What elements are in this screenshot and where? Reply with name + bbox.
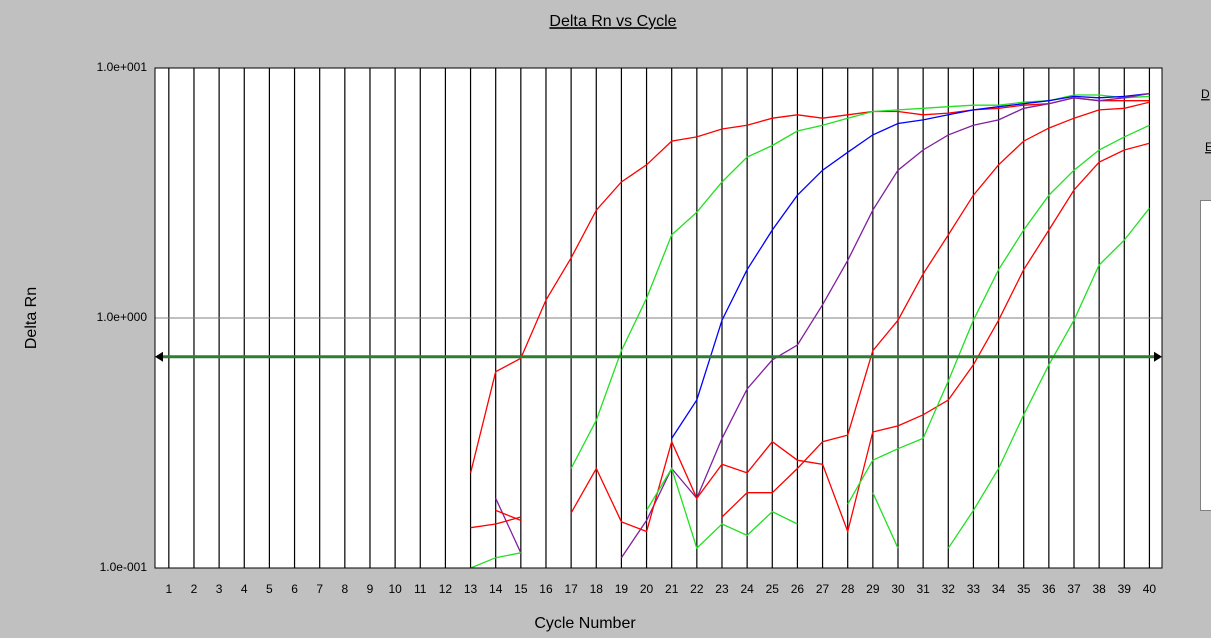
x-tick-label: 32 (942, 582, 956, 596)
x-tick-label: 39 (1118, 582, 1132, 596)
x-tick-label: 22 (690, 582, 704, 596)
x-tick-label: 9 (367, 582, 374, 596)
x-tick-label: 14 (489, 582, 503, 596)
x-tick-label: 27 (816, 582, 830, 596)
x-tick-label: 20 (640, 582, 654, 596)
side-label: E (1205, 140, 1211, 154)
side-panel (1200, 200, 1211, 511)
x-tick-label: 16 (539, 582, 553, 596)
x-tick-label: 4 (241, 582, 248, 596)
x-tick-label: 26 (791, 582, 805, 596)
series-line (469, 97, 1150, 474)
plot-border (154, 67, 1163, 569)
x-tick-label: 5 (266, 582, 273, 596)
x-tick-label: 17 (564, 582, 578, 596)
y-tick-label: 1.0e-001 (100, 560, 148, 574)
x-tick-label: 37 (1067, 582, 1081, 596)
x-tick-label: 10 (388, 582, 402, 596)
x-tick-label: 25 (766, 582, 780, 596)
chart-title: Delta Rn vs Cycle (549, 13, 676, 30)
series-line (495, 92, 1150, 559)
plot-layer: 1 2 3 4 5 6 7 8 9 10 11 12 13 14 15 16 17 18 19 20 21 22 23 24 2… (97, 60, 1163, 596)
x-tick-label: 12 (439, 582, 453, 596)
x-tick-label: 21 (665, 582, 679, 596)
threshold-arrow (155, 351, 163, 362)
x-tick-label: 15 (514, 582, 528, 596)
x-tick-label: 3 (216, 582, 223, 596)
x-tick-label: 36 (1042, 582, 1056, 596)
x-tick-label: 35 (1017, 582, 1031, 596)
y-tick-label: 1.0e+001 (97, 60, 148, 74)
x-tick-label: 2 (191, 582, 198, 596)
x-tick-label: 6 (291, 582, 298, 596)
x-tick-label: 7 (316, 582, 323, 596)
x-tick-label: 29 (866, 582, 880, 596)
x-axis-label: Cycle Number (534, 615, 636, 632)
x-tick-label: 24 (740, 582, 754, 596)
side-label: D (1201, 87, 1210, 101)
x-tick-label: 13 (464, 582, 478, 596)
threshold-arrow (1154, 351, 1162, 362)
x-tick-label: 30 (891, 582, 905, 596)
x-tick-label: 33 (967, 582, 981, 596)
x-tick-label: 8 (341, 582, 348, 596)
x-tick-label: 18 (590, 582, 604, 596)
x-tick-label: 40 (1143, 582, 1157, 596)
series-line (495, 101, 1150, 522)
series-line (872, 207, 1150, 549)
x-tick-label: 1 (165, 582, 172, 596)
x-tick-label: 23 (715, 582, 729, 596)
y-tick-label: 1.0e+000 (97, 310, 148, 324)
x-tick-label: 11 (414, 582, 427, 596)
x-tick-label: 34 (992, 582, 1006, 596)
x-tick-label: 38 (1092, 582, 1106, 596)
series-line (671, 92, 1150, 439)
y-axis-label: Delta Rn (23, 287, 40, 349)
x-tick-label: 31 (916, 582, 930, 596)
x-tick-label: 28 (841, 582, 855, 596)
x-tick-label: 19 (615, 582, 629, 596)
series-line (470, 124, 1150, 569)
